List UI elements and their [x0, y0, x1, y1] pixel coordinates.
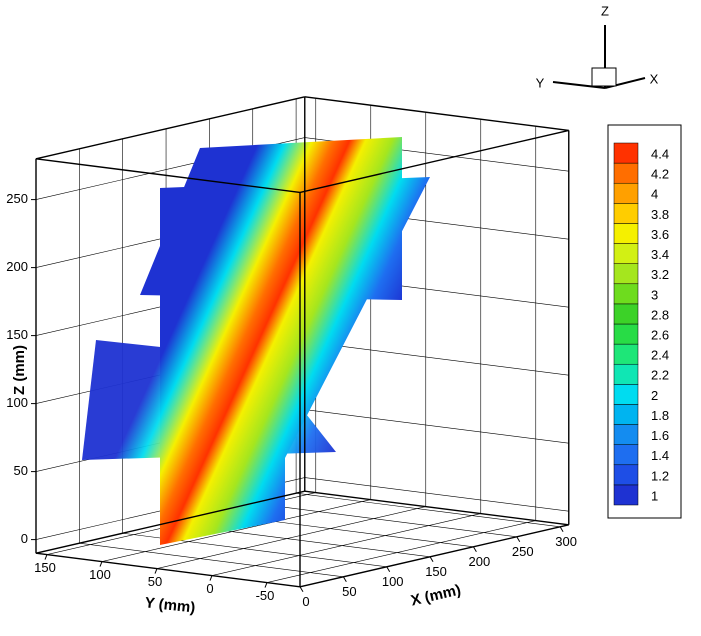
x-tick — [472, 546, 477, 553]
axis-edge — [299, 524, 569, 588]
grid-line — [211, 513, 481, 576]
y-tick-label: 0 — [206, 581, 213, 596]
legend-label: 3.2 — [651, 267, 669, 282]
grid-line — [304, 341, 569, 376]
legend-label: 1 — [651, 488, 658, 503]
legend-swatch — [613, 464, 639, 486]
legend-label: 4.4 — [651, 146, 669, 161]
y-tick — [264, 582, 268, 588]
x-tick — [342, 576, 347, 583]
axis-edge — [35, 158, 301, 194]
legend-label: 2.8 — [651, 307, 669, 322]
z-tick-label: 150 — [6, 327, 28, 342]
x-tick-label: 0 — [302, 594, 309, 609]
legend-swatch — [613, 363, 639, 385]
legend-swatch — [613, 283, 639, 305]
legend-label: 2.4 — [651, 348, 669, 363]
legend-swatch — [613, 203, 639, 224]
z-axis-title: Z (mm) — [11, 345, 28, 395]
y-tick-label: 100 — [89, 567, 111, 582]
legend-swatch — [613, 243, 639, 264]
legend-label: 3 — [651, 287, 658, 302]
z-tick-label: 200 — [6, 259, 28, 274]
y-tick-label: 50 — [148, 574, 162, 589]
axis-edge — [35, 552, 301, 588]
x-tick — [429, 556, 434, 563]
legend-swatch — [613, 323, 639, 345]
legend-swatch — [613, 162, 639, 184]
legend-label: 2.2 — [651, 368, 669, 383]
grid-line — [79, 542, 344, 578]
y-tick-label: 150 — [34, 560, 56, 575]
legend: 1 1.2 1.4 1.6 1.8 2 2.2 2.4 2.6 2.8 3 3.2 3.4 3.6 3.8 4… — [607, 124, 682, 519]
x-axis-title: X (mm) — [409, 581, 462, 609]
legend-label: 4 — [651, 187, 658, 202]
contour-slices — [82, 137, 430, 545]
legend-label: 1.6 — [651, 428, 669, 443]
grid-line — [304, 409, 569, 444]
triad-cube — [591, 67, 617, 87]
grid-line — [304, 477, 569, 512]
x-tick — [299, 586, 304, 593]
legend-swatch — [613, 444, 639, 466]
grid-line — [156, 506, 426, 569]
grid-line — [101, 499, 371, 562]
legend-label: 3.4 — [651, 247, 669, 262]
legend-label: 2 — [651, 388, 658, 403]
legend-label: 4.2 — [651, 167, 669, 182]
orientation-axes: Z X Y — [536, 3, 659, 90]
axis-edge — [35, 96, 305, 160]
x-tick-label: 200 — [469, 554, 491, 569]
x-tick-label: 50 — [342, 584, 356, 599]
y-axis-title: Y (mm) — [144, 594, 196, 616]
legend-swatch — [613, 223, 639, 244]
legend-swatch — [613, 303, 639, 325]
legend-swatch — [613, 384, 639, 405]
x-tick-label: 150 — [425, 564, 447, 579]
triad-label: X — [650, 71, 659, 86]
legend-label: 1.2 — [651, 468, 669, 483]
grid-line — [296, 492, 561, 528]
triad-label: Z — [601, 3, 609, 18]
axis-edge — [299, 129, 569, 194]
x-tick — [386, 566, 391, 573]
y-tick — [209, 575, 213, 581]
axis-edge — [304, 96, 569, 132]
triad-axis — [552, 81, 606, 89]
legend-label: 1.4 — [651, 448, 669, 463]
x-tick — [559, 526, 564, 533]
legend-swatch — [613, 404, 639, 425]
grid-line — [252, 502, 517, 538]
grid-line — [266, 520, 536, 583]
z-tick-label: 100 — [6, 395, 28, 410]
legend-swatch — [613, 343, 639, 365]
legend-swatch — [613, 142, 639, 164]
x-tick — [516, 536, 521, 543]
axes-box: 0 50 100 150 200 250 300 150 100 50 0 -50 0 50 100 150 2… — [6, 96, 577, 609]
legend-label: 3.6 — [651, 227, 669, 242]
x-tick-label: 100 — [382, 574, 404, 589]
legend-swatch — [613, 182, 639, 204]
y-tick — [154, 568, 158, 574]
z-tick-label: 50 — [14, 463, 28, 478]
y-tick — [99, 561, 103, 567]
axis-edge — [304, 490, 569, 526]
contour-slice — [82, 340, 336, 460]
y-tick-label: -50 — [256, 588, 275, 603]
legend-label: 3.8 — [651, 207, 669, 222]
y-tick — [44, 554, 48, 560]
legend-swatch — [613, 263, 639, 285]
legend-swatch — [613, 484, 639, 506]
legend-swatch — [613, 424, 639, 445]
z-tick-label: 250 — [6, 191, 28, 206]
axis-edge — [35, 490, 305, 554]
legend-label: 2.6 — [651, 327, 669, 342]
x-tick-label: 300 — [555, 534, 577, 549]
legend-label: 1.8 — [651, 408, 669, 423]
x-tick-label: 250 — [512, 544, 534, 559]
z-tick-label: 0 — [21, 531, 28, 546]
triad-label: Y — [536, 75, 545, 90]
